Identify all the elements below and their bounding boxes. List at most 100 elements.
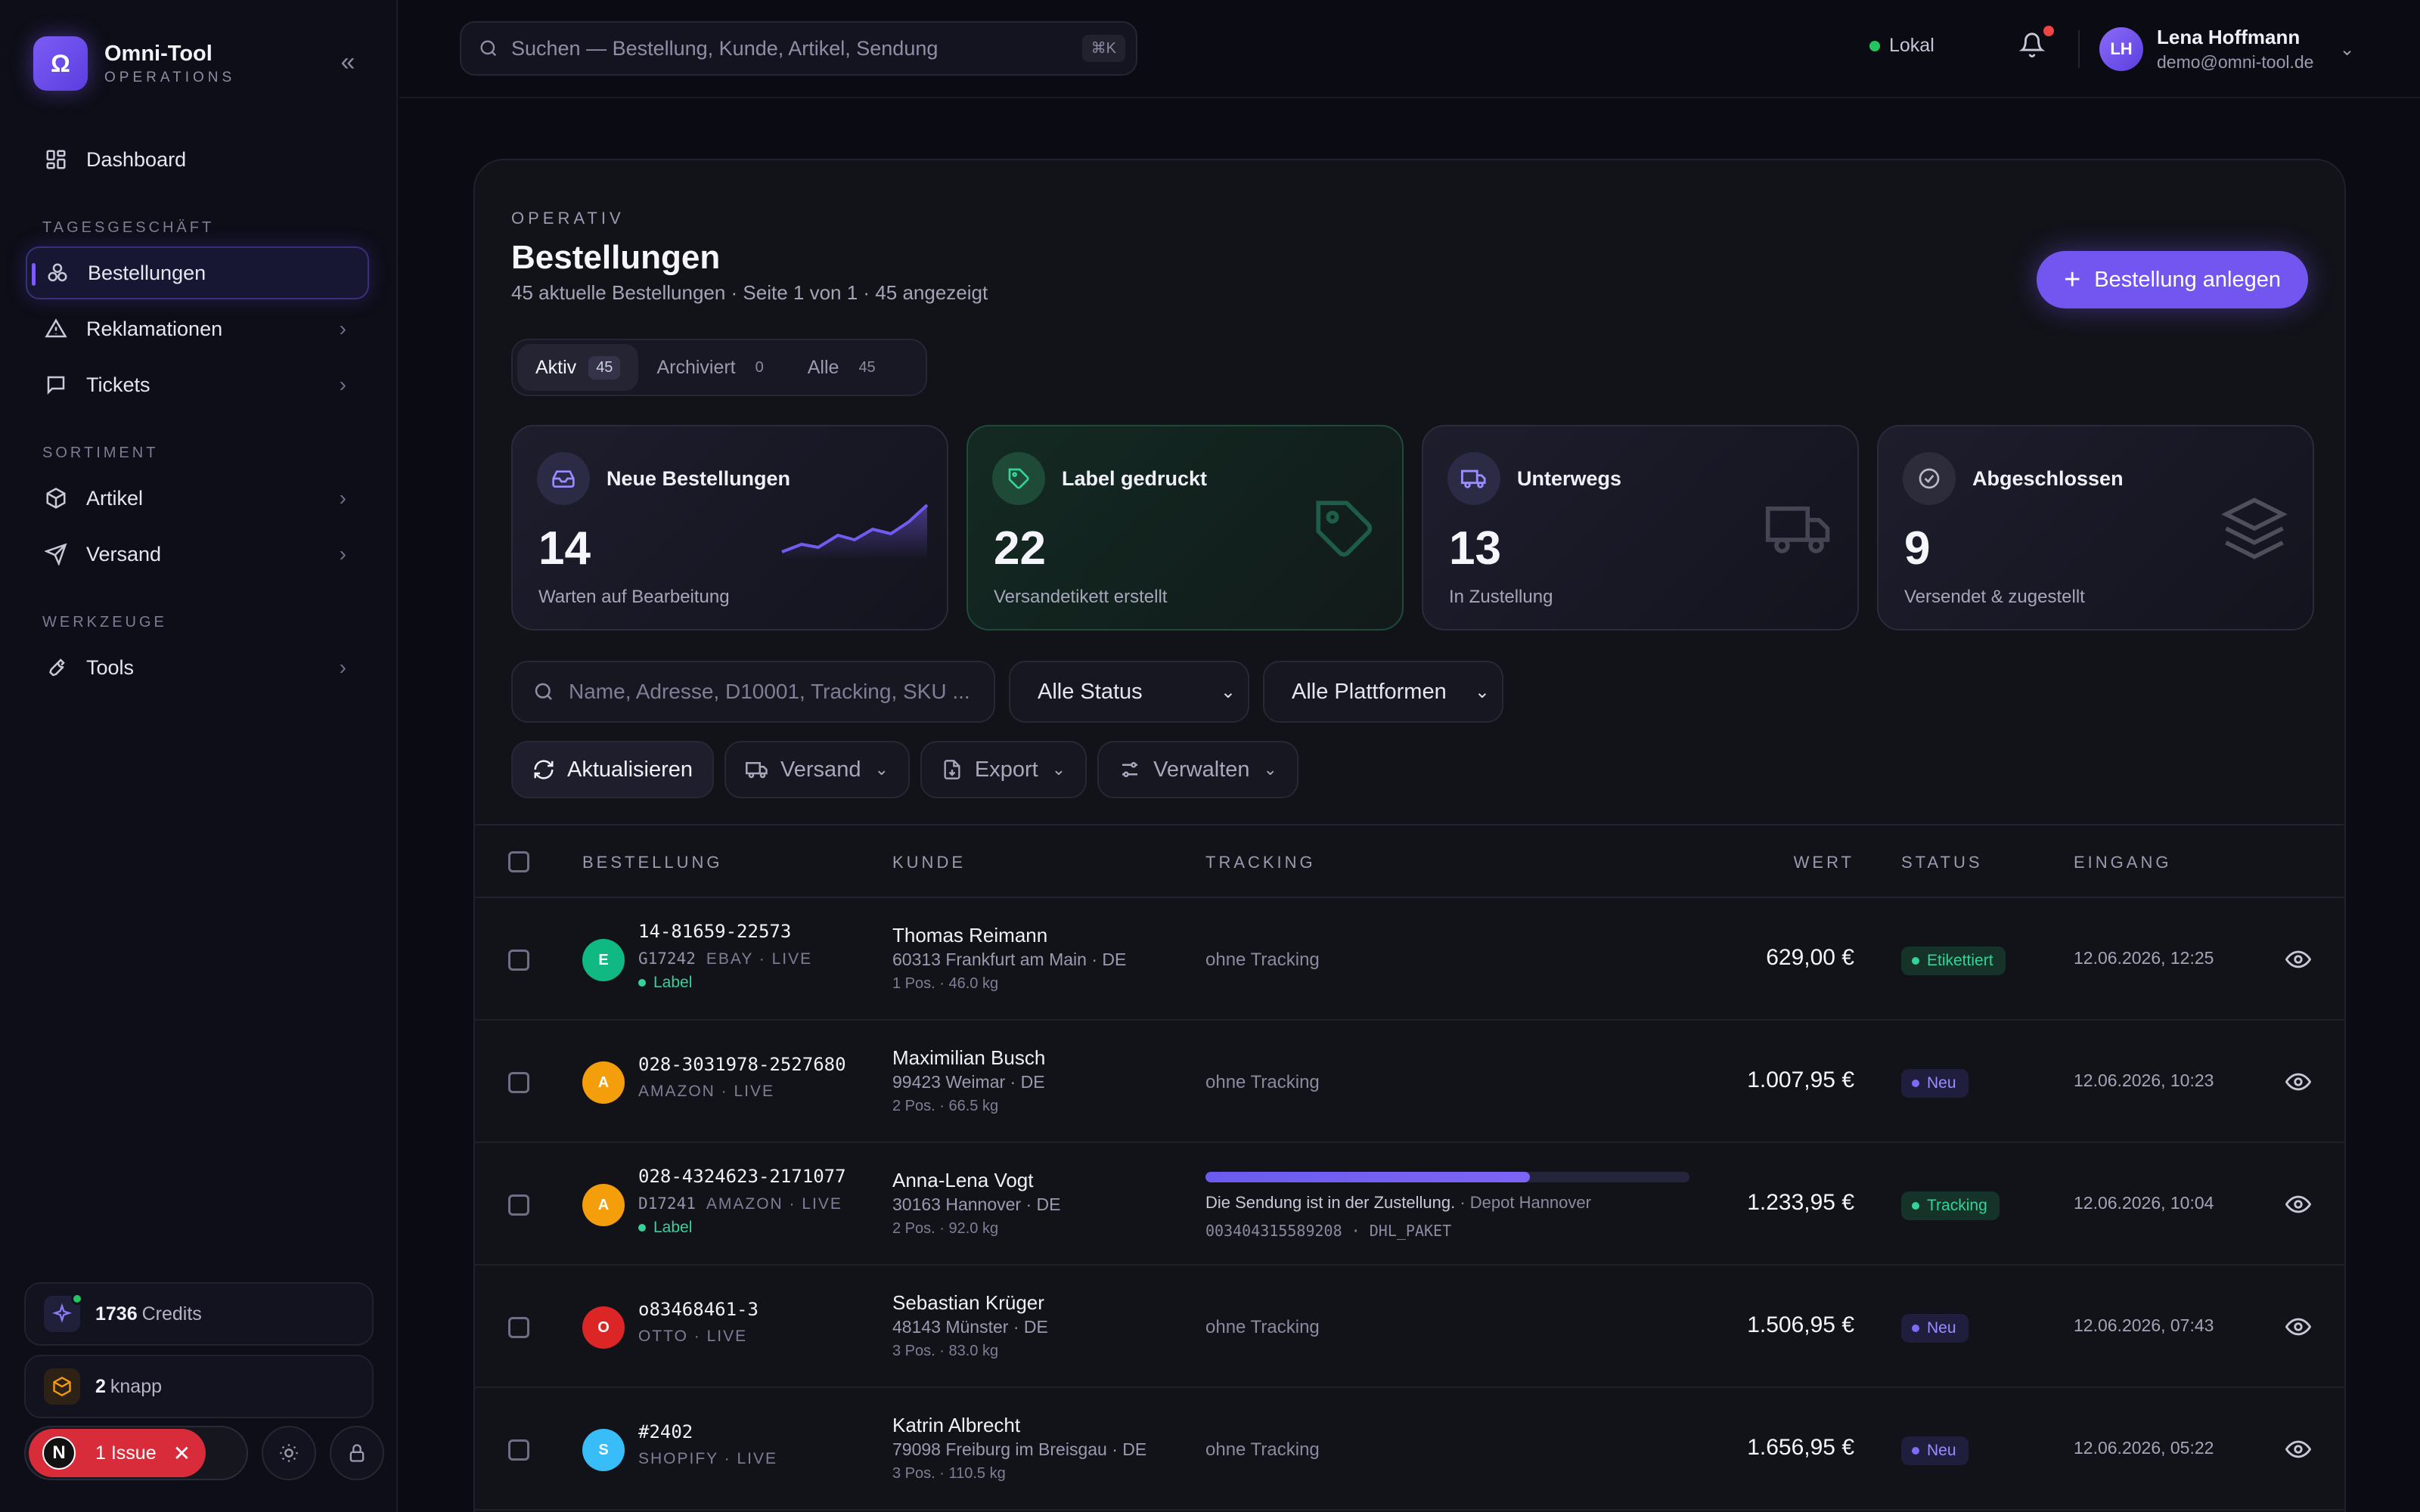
customer-address: 60313 Frankfurt am Main · DE: [892, 950, 1127, 969]
chevron-down-icon: ⌄: [1474, 681, 1490, 702]
table-row[interactable]: A 028-3031978-2527680 AMAZON · LIVE Maxi…: [475, 1021, 2344, 1143]
column-tracking[interactable]: TRACKING: [1205, 853, 1316, 872]
order-sku: D17241: [638, 1194, 696, 1213]
tab-archiviert[interactable]: Archiviert 0: [638, 344, 789, 391]
eye-icon[interactable]: [2285, 1436, 2311, 1462]
kpi-in-transit[interactable]: Unterwegs 13 In Zustellung: [1422, 425, 1859, 631]
status-label: Etikettiert: [1927, 952, 1993, 969]
label-text: Label: [653, 1219, 693, 1236]
page-eyebrow: OPERATIV: [511, 209, 625, 228]
platform-select[interactable]: Alle Plattformen ⌄: [1263, 661, 1503, 723]
tab-aktiv[interactable]: Aktiv 45: [517, 344, 639, 391]
order-id[interactable]: #2402: [638, 1421, 693, 1442]
sidebar-item-tools[interactable]: Tools ›: [26, 641, 369, 694]
refresh-button[interactable]: Aktualisieren: [511, 741, 715, 798]
page-subtitle: 45 aktuelle Bestellungen · Seite 1 von 1…: [511, 281, 988, 304]
status-badge: Neu: [1901, 1436, 1969, 1465]
platform-select-value: Alle Plattformen: [1292, 679, 1447, 704]
create-order-button[interactable]: + Bestellung anlegen: [2037, 251, 2308, 308]
close-icon[interactable]: ✕: [172, 1441, 191, 1465]
message-icon: [42, 371, 70, 398]
row-checkbox[interactable]: [508, 1439, 529, 1461]
issues-button[interactable]: N 1 Issue ✕: [29, 1429, 206, 1477]
order-id[interactable]: o83468461-3: [638, 1299, 759, 1320]
brand-logo: Ω: [33, 36, 88, 91]
lock-button[interactable]: [330, 1426, 384, 1480]
column-order[interactable]: BESTELLUNG: [582, 853, 723, 872]
theme-toggle-button[interactable]: [262, 1426, 316, 1480]
notifications-button[interactable]: [2018, 26, 2054, 64]
sidebar-item-tickets[interactable]: Tickets ›: [26, 358, 369, 411]
eye-icon[interactable]: [2285, 1314, 2311, 1340]
truck-icon: [746, 758, 768, 781]
order-meta: AMAZON · LIVE: [638, 1083, 774, 1101]
credits-card[interactable]: 1736 Credits: [24, 1282, 374, 1346]
column-status[interactable]: STATUS: [1901, 853, 1983, 872]
notification-dot: [2043, 26, 2054, 36]
brand-name: Omni-Tool: [104, 41, 213, 66]
kpi-new-orders[interactable]: Neue Bestellungen 14 Warten auf Bearbeit…: [511, 425, 948, 631]
order-platform: OTTO · LIVE: [638, 1328, 748, 1345]
nav-section-daily: TAGESGESCHÄFT: [42, 219, 215, 236]
eye-icon[interactable]: [2285, 947, 2311, 972]
sidebar-item-reklamationen[interactable]: Reklamationen ›: [26, 302, 369, 355]
kpi-completed[interactable]: Abgeschlossen 9 Versendet & zugestellt: [1877, 425, 2314, 631]
table-row[interactable]: O o83468461-3 OTTO · LIVE Sebastian Krüg…: [475, 1266, 2344, 1388]
status-select[interactable]: Alle Status ⌄: [1009, 661, 1249, 723]
check-circle-icon: [1903, 452, 1956, 505]
kpi-label-printed[interactable]: Label gedruckt 22 Versandetikett erstell…: [966, 425, 1404, 631]
table-row[interactable]: A 028-4324623-2171077 D17241 AMAZON · LIV…: [475, 1143, 2344, 1266]
status-label: Neu: [1927, 1319, 1956, 1337]
export-menu-button[interactable]: Export ⌄: [920, 741, 1087, 798]
order-id[interactable]: 028-3031978-2527680: [638, 1054, 846, 1075]
table-row[interactable]: S #2402 SHOPIFY · LIVE Katrin Albrecht 7…: [475, 1388, 2344, 1510]
user-menu[interactable]: LH Lena Hoffmann demo@omni-tool.de ⌄: [2099, 26, 2355, 73]
tracking-code[interactable]: 003404315589208 · DHL_PAKET: [1205, 1222, 1452, 1240]
status-badge: Tracking: [1901, 1191, 2000, 1220]
table-row[interactable]: E 14-81659-22573 G17242 EBAY · LIVE Label…: [475, 898, 2344, 1021]
row-checkbox[interactable]: [508, 1072, 529, 1093]
kpi-subtitle: In Zustellung: [1449, 587, 1553, 607]
tracking-progress-fill: [1205, 1172, 1530, 1182]
sidebar-item-bestellungen[interactable]: Bestellungen: [26, 246, 369, 299]
tab-alle[interactable]: Alle 45: [790, 344, 901, 391]
kpi-value: 9: [1904, 522, 1931, 575]
global-search-input[interactable]: Suchen — Bestellung, Kunde, Artikel, Sen…: [460, 21, 1137, 76]
manage-menu-button[interactable]: Verwalten ⌄: [1097, 741, 1298, 798]
kpi-value: 22: [994, 522, 1046, 575]
order-id[interactable]: 028-4324623-2171077: [638, 1166, 846, 1187]
eye-icon[interactable]: [2285, 1191, 2311, 1217]
status-badge: Etikettiert: [1901, 947, 2006, 975]
shipping-menu-button[interactable]: Versand ⌄: [724, 741, 910, 798]
eye-icon[interactable]: [2285, 1069, 2311, 1095]
send-icon: [42, 541, 70, 568]
row-checkbox[interactable]: [508, 950, 529, 971]
row-checkbox[interactable]: [508, 1194, 529, 1216]
customer-address: 30163 Hannover · DE: [892, 1194, 1061, 1214]
chevron-right-icon: ›: [339, 373, 346, 396]
avatar: LH: [2099, 27, 2143, 71]
platform-badge: A: [582, 1061, 625, 1104]
collapse-sidebar-icon[interactable]: «: [340, 48, 355, 76]
kpi-title: Neue Bestellungen: [607, 467, 791, 490]
sidebar-item-artikel[interactable]: Artikel ›: [26, 472, 369, 525]
order-value: 629,00 €: [1766, 945, 1854, 970]
column-customer[interactable]: KUNDE: [892, 853, 966, 872]
low-stock-card[interactable]: 2 knapp: [24, 1355, 374, 1418]
issue-label: 1 Issue: [95, 1442, 157, 1464]
sidebar-item-versand[interactable]: Versand ›: [26, 528, 369, 581]
sidebar-item-dashboard[interactable]: Dashboard: [26, 133, 369, 186]
select-all-checkbox[interactable]: [508, 851, 529, 872]
chevron-right-icon: ›: [339, 542, 346, 565]
topbar: Suchen — Bestellung, Kunde, Artikel, Sen…: [399, 0, 2420, 98]
brand-subtitle: OPERATIONS: [104, 69, 236, 85]
order-search-input[interactable]: Name, Adresse, D10001, Tracking, SKU ...: [511, 661, 995, 723]
customer-positions: 3 Pos. · 110.5 kg: [892, 1465, 1006, 1482]
issue-pill: N 1 Issue ✕: [24, 1426, 248, 1480]
row-checkbox[interactable]: [508, 1317, 529, 1338]
tracking-location: · Depot Hannover: [1455, 1193, 1591, 1212]
order-id[interactable]: 14-81659-22573: [638, 921, 792, 942]
column-value[interactable]: WERT: [1793, 853, 1854, 872]
brand[interactable]: Ω Omni-Tool OPERATIONS: [33, 36, 235, 91]
column-received[interactable]: EINGANG: [2074, 853, 2172, 872]
